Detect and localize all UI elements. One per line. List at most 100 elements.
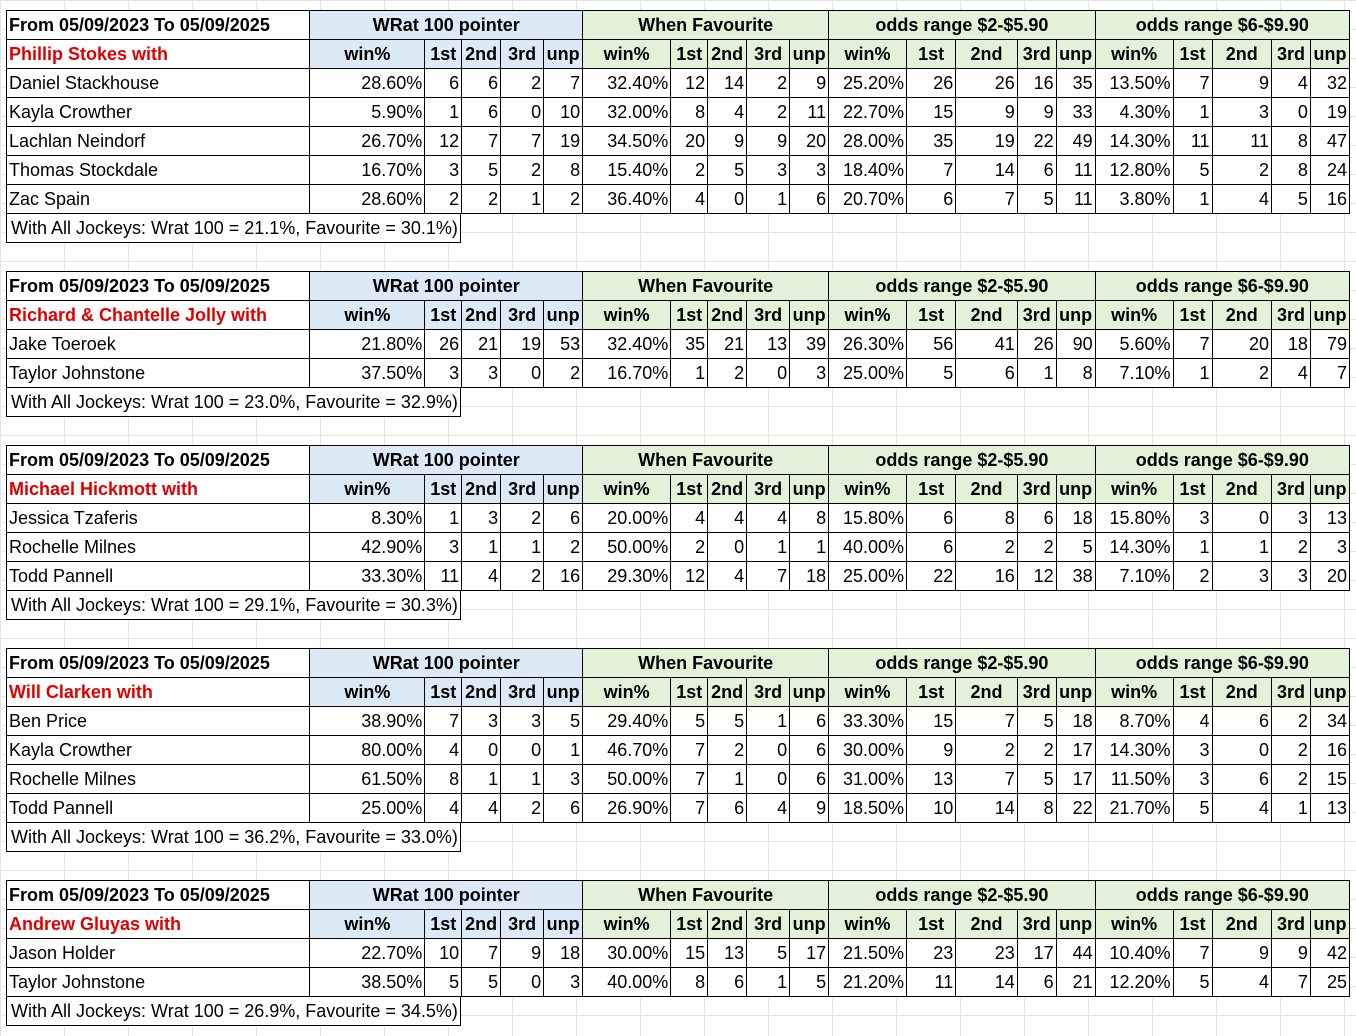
- jockey-name[interactable]: Jake Toeroek: [5, 329, 311, 359]
- column-header[interactable]: win%: [582, 474, 672, 504]
- column-header[interactable]: 3rd: [1016, 474, 1057, 504]
- stat-cell[interactable]: 79: [1309, 329, 1351, 359]
- stat-cell[interactable]: 2: [500, 561, 545, 591]
- column-header[interactable]: 1st: [670, 909, 709, 939]
- stat-cell[interactable]: 42: [1309, 938, 1351, 968]
- stat-cell[interactable]: 9: [500, 938, 545, 968]
- column-header[interactable]: 3rd: [500, 39, 545, 69]
- group-header[interactable]: odds range $6-$9.90: [1094, 10, 1351, 40]
- stat-cell[interactable]: 7: [1172, 68, 1213, 98]
- stat-cell[interactable]: 3: [789, 155, 830, 185]
- stat-cell[interactable]: 5: [789, 967, 830, 997]
- stat-cell[interactable]: 3: [1172, 735, 1213, 765]
- stat-cell[interactable]: 1: [424, 503, 463, 533]
- stat-cell[interactable]: 0: [746, 764, 791, 794]
- stat-cell[interactable]: 14: [955, 967, 1018, 997]
- column-header[interactable]: win%: [1094, 39, 1174, 69]
- jockey-name[interactable]: Zac Spain: [5, 184, 311, 214]
- stat-cell[interactable]: 1: [500, 532, 545, 562]
- stat-cell[interactable]: 40.00%: [828, 532, 908, 562]
- stat-cell[interactable]: 10.40%: [1094, 938, 1174, 968]
- stat-cell[interactable]: 9: [1270, 938, 1311, 968]
- stat-cell[interactable]: 3: [1172, 503, 1213, 533]
- stat-cell[interactable]: 1: [461, 532, 502, 562]
- column-header[interactable]: 2nd: [461, 300, 502, 330]
- jockey-name[interactable]: Daniel Stackhouse: [5, 68, 311, 98]
- stat-cell[interactable]: 13.50%: [1094, 68, 1174, 98]
- stat-cell[interactable]: 41: [955, 329, 1018, 359]
- stat-cell[interactable]: 25.00%: [828, 561, 908, 591]
- stat-cell[interactable]: 1: [1172, 97, 1213, 127]
- column-header[interactable]: unp: [789, 474, 830, 504]
- stat-cell[interactable]: 15.40%: [582, 155, 672, 185]
- column-header[interactable]: 2nd: [955, 474, 1018, 504]
- stat-cell[interactable]: 3: [424, 155, 463, 185]
- stat-cell[interactable]: 11: [789, 97, 830, 127]
- stat-cell[interactable]: 32.40%: [582, 329, 672, 359]
- column-header[interactable]: 1st: [906, 909, 957, 939]
- stat-cell[interactable]: 5: [670, 706, 709, 736]
- stat-cell[interactable]: 3: [461, 503, 502, 533]
- stat-cell[interactable]: 16: [1309, 184, 1351, 214]
- column-header[interactable]: 1st: [424, 39, 463, 69]
- stat-cell[interactable]: 15.80%: [828, 503, 908, 533]
- stat-cell[interactable]: 2: [1016, 532, 1057, 562]
- stat-cell[interactable]: 7: [1270, 967, 1311, 997]
- stat-cell[interactable]: 16: [543, 561, 584, 591]
- stat-cell[interactable]: 3: [543, 967, 584, 997]
- column-header[interactable]: 2nd: [1211, 474, 1272, 504]
- stat-cell[interactable]: 11: [1211, 126, 1272, 156]
- stat-cell[interactable]: 2: [543, 184, 584, 214]
- column-header[interactable]: 3rd: [746, 39, 791, 69]
- stat-cell[interactable]: 6: [789, 706, 830, 736]
- stat-cell[interactable]: 4: [1270, 68, 1311, 98]
- period-title[interactable]: From 05/09/2023 To 05/09/2025: [5, 648, 311, 678]
- stat-cell[interactable]: 7: [543, 68, 584, 98]
- stat-cell[interactable]: 2: [670, 155, 709, 185]
- column-header[interactable]: 2nd: [707, 909, 748, 939]
- stat-cell[interactable]: 20.70%: [828, 184, 908, 214]
- column-header[interactable]: 2nd: [1211, 677, 1272, 707]
- summary-line[interactable]: With All Jockeys: Wrat 100 = 29.1%, Favo…: [6, 591, 461, 620]
- stat-cell[interactable]: 9: [955, 97, 1018, 127]
- stat-cell[interactable]: 28.60%: [309, 68, 426, 98]
- column-header[interactable]: unp: [789, 300, 830, 330]
- column-header[interactable]: 1st: [906, 39, 957, 69]
- stat-cell[interactable]: 1: [746, 532, 791, 562]
- stat-cell[interactable]: 4: [707, 561, 748, 591]
- stat-cell[interactable]: 6: [789, 735, 830, 765]
- stat-cell[interactable]: 6: [1016, 503, 1057, 533]
- group-header[interactable]: odds range $6-$9.90: [1094, 445, 1351, 475]
- stat-cell[interactable]: 3: [1211, 97, 1272, 127]
- stat-cell[interactable]: 5: [1270, 184, 1311, 214]
- stat-cell[interactable]: 26: [1016, 329, 1057, 359]
- period-title[interactable]: From 05/09/2023 To 05/09/2025: [5, 880, 311, 910]
- stat-cell[interactable]: 4: [670, 184, 709, 214]
- stat-cell[interactable]: 3: [746, 155, 791, 185]
- stat-cell[interactable]: 10: [424, 938, 463, 968]
- stat-cell[interactable]: 34: [1309, 706, 1351, 736]
- column-header[interactable]: unp: [1309, 677, 1351, 707]
- group-header[interactable]: When Favourite: [582, 271, 830, 301]
- stat-cell[interactable]: 49: [1055, 126, 1096, 156]
- stat-cell[interactable]: 2: [500, 68, 545, 98]
- stat-cell[interactable]: 5: [906, 358, 957, 388]
- stat-cell[interactable]: 8: [789, 503, 830, 533]
- stat-cell[interactable]: 2: [1270, 735, 1311, 765]
- stat-cell[interactable]: 34.50%: [582, 126, 672, 156]
- stat-cell[interactable]: 1: [543, 735, 584, 765]
- stat-cell[interactable]: 2: [1270, 532, 1311, 562]
- stat-cell[interactable]: 4: [746, 793, 791, 823]
- column-header[interactable]: win%: [828, 909, 908, 939]
- stat-cell[interactable]: 26.30%: [828, 329, 908, 359]
- column-header[interactable]: unp: [543, 300, 584, 330]
- stat-cell[interactable]: 9: [1016, 97, 1057, 127]
- jockey-name[interactable]: Taylor Johnstone: [5, 358, 311, 388]
- stat-cell[interactable]: 1: [1016, 358, 1057, 388]
- stat-cell[interactable]: 22.70%: [309, 938, 426, 968]
- stat-cell[interactable]: 31.00%: [828, 764, 908, 794]
- stat-cell[interactable]: 12: [1016, 561, 1057, 591]
- stat-cell[interactable]: 0: [500, 358, 545, 388]
- stat-cell[interactable]: 6: [1016, 967, 1057, 997]
- stat-cell[interactable]: 19: [500, 329, 545, 359]
